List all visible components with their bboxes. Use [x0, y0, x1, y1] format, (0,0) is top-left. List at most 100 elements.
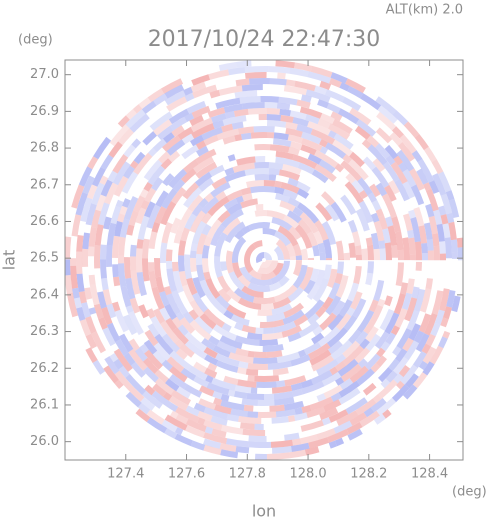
- echo-cell: [348, 329, 362, 344]
- echo-cell: [298, 321, 320, 338]
- echo-cell: [312, 244, 320, 257]
- echo-cell: [70, 265, 79, 289]
- echo-cell: [448, 221, 457, 241]
- echo-cell: [300, 434, 318, 445]
- echo-cell: [294, 407, 303, 415]
- echo-cell: [103, 365, 119, 384]
- echo-cell: [239, 266, 253, 282]
- echo-cell: [400, 364, 418, 385]
- echo-cell: [266, 452, 290, 460]
- echo-cell: [171, 290, 188, 315]
- echo-cell: [79, 319, 92, 337]
- echo-cell: [184, 331, 207, 352]
- echo-cell: [234, 384, 252, 394]
- echo-cell: [377, 379, 398, 399]
- echo-cell: [432, 173, 447, 196]
- echo-cell: [305, 89, 331, 103]
- echo-cell: [281, 325, 302, 338]
- echo-cell: [164, 303, 177, 321]
- echo-cell: [431, 159, 444, 175]
- echo-cell: [365, 272, 374, 286]
- echo-cell: [112, 154, 129, 174]
- echo-cell: [275, 60, 295, 69]
- echo-cell: [146, 417, 168, 434]
- echo-cell: [86, 184, 98, 200]
- echo-cell: [166, 268, 178, 293]
- echo-cell: [307, 153, 322, 165]
- echo-cell: [214, 256, 223, 278]
- echo-cell: [88, 226, 97, 247]
- echo-cell: [345, 173, 356, 184]
- echo-cell: [255, 204, 264, 211]
- echo-cell: [285, 121, 298, 130]
- echo-cell: [301, 131, 322, 145]
- echo-cell: [75, 192, 88, 216]
- echo-cell: [107, 170, 118, 183]
- echo-cell: [317, 99, 329, 109]
- echo-cell: [314, 150, 339, 168]
- echo-cell: [335, 275, 349, 298]
- echo-cell: [376, 397, 397, 416]
- echo-cell: [423, 182, 432, 191]
- echo-cell: [198, 398, 216, 410]
- echo-cell: [333, 133, 354, 150]
- echo-cell: [241, 84, 263, 92]
- echo-cell: [338, 108, 360, 125]
- echo-cell: [292, 117, 309, 127]
- echo-cell: [376, 111, 397, 131]
- echo-cell: [215, 295, 230, 310]
- echo-cell: [327, 428, 350, 443]
- echo-cell: [268, 66, 291, 74]
- echo-cell: [415, 333, 430, 353]
- echo-cell: [325, 295, 342, 316]
- echo-cell: [137, 402, 151, 415]
- echo-cell: [193, 375, 209, 388]
- echo-cell: [149, 111, 173, 131]
- echo-cell: [196, 264, 206, 282]
- echo-cell: [106, 303, 117, 319]
- echo-cell: [340, 160, 362, 182]
- echo-cell: [183, 159, 199, 174]
- echo-cell: [319, 139, 328, 148]
- echo-cell: [347, 219, 358, 233]
- echo-cell: [82, 175, 95, 195]
- echo-cell: [192, 84, 218, 99]
- echo-cell: [143, 159, 163, 181]
- echo-cell: [387, 225, 398, 246]
- echo-cell: [237, 379, 257, 388]
- echo-cell: [175, 406, 200, 423]
- echo-cell: [66, 292, 79, 318]
- echo-cell: [291, 442, 310, 452]
- echo-cell: [114, 370, 132, 389]
- echo-cell: [213, 397, 223, 406]
- echo-cell: [234, 134, 243, 142]
- echo-cell: [378, 215, 388, 230]
- echo-cell: [283, 85, 308, 96]
- echo-cell: [199, 279, 213, 298]
- echo-cell: [382, 409, 392, 419]
- echo-cell: [193, 402, 206, 413]
- echo-cell: [227, 389, 236, 397]
- echo-cell: [204, 192, 214, 203]
- echo-cell: [188, 309, 199, 321]
- echo-cell: [123, 314, 138, 336]
- echo-cell: [403, 213, 413, 231]
- echo-cell: [334, 273, 343, 285]
- echo-cell: [233, 108, 249, 117]
- echo-cell: [153, 308, 166, 324]
- echo-cell: [130, 270, 141, 295]
- echo-cell: [412, 372, 428, 389]
- echo-cell: [146, 308, 156, 319]
- echo-cell: [393, 293, 406, 315]
- echo-cell: [141, 100, 157, 114]
- echo-cell: [410, 184, 425, 206]
- echo-cell: [271, 216, 293, 231]
- echo-cell: [282, 309, 305, 325]
- echo-cell: [220, 261, 228, 272]
- echo-cell: [273, 138, 292, 147]
- echo-cell: [208, 335, 220, 346]
- echo-cell: [199, 385, 215, 397]
- echo-cell: [157, 125, 174, 141]
- echo-cell: [168, 402, 179, 412]
- echo-cell: [310, 268, 320, 283]
